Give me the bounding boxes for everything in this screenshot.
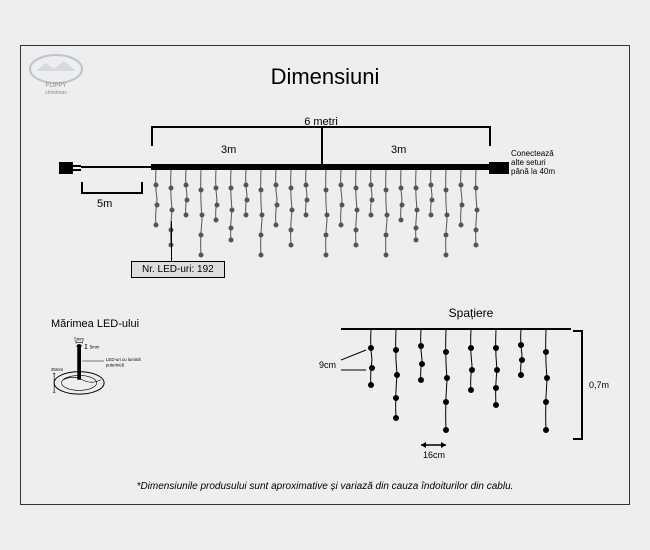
spacing-section: Spațiere 9cm 16cm bbox=[341, 306, 601, 458]
led-size-section: Mărimea LED-ului 5mm 5mm 25mm LED-uri cu… bbox=[51, 318, 231, 426]
lead-cable bbox=[81, 166, 151, 168]
height-bracket bbox=[573, 330, 583, 440]
mid-divider bbox=[321, 126, 323, 164]
spacing-height-label: 0,7m bbox=[589, 380, 609, 390]
page-title: Dimensiuni bbox=[21, 64, 629, 90]
led-desc1: LED-uri cu lumină bbox=[106, 357, 141, 362]
spacing-horiz-label: 16cm bbox=[423, 450, 445, 460]
half2-label: 3m bbox=[391, 144, 406, 156]
spacing-diagram: 9cm 16cm 0,7m bbox=[341, 328, 571, 458]
led-desc2: puternică bbox=[106, 363, 125, 368]
spacing-title: Spațiere bbox=[341, 306, 601, 320]
lead-bracket bbox=[81, 182, 143, 194]
led-count-label: Nr. LED-uri: 192 bbox=[131, 261, 225, 278]
led-top-dim: 5mm bbox=[74, 336, 84, 341]
disclaimer-text: *Dimensiunile produsului sunt aproximati… bbox=[21, 481, 629, 492]
connect-info: Conectează alte seturi până la 40m bbox=[511, 150, 586, 176]
led-drawing: 5mm 5mm 25mm LED-uri cu lumină puternică bbox=[51, 336, 151, 426]
connect-line3: până la 40m bbox=[511, 168, 586, 177]
end-connector bbox=[489, 162, 509, 174]
diagram-frame: FLIPPY christmas Dimensiuni 6 metri 3m 3… bbox=[20, 45, 630, 505]
main-dimensions-diagram: 6 metri 3m 3m 5m Conectează alte seturi … bbox=[81, 126, 571, 266]
half1-label: 3m bbox=[221, 144, 236, 156]
led-diameter-dim: 25mm bbox=[51, 367, 63, 372]
lead-length-label: 5m bbox=[97, 198, 112, 210]
svg-text:christmas: christmas bbox=[45, 90, 67, 96]
led-side-dim: 5mm bbox=[90, 345, 100, 350]
led-size-title: Mărimea LED-ului bbox=[51, 318, 231, 330]
plug-icon bbox=[59, 160, 83, 176]
spacing-vert-label: 9cm bbox=[319, 360, 336, 370]
led-count-pointer bbox=[171, 221, 172, 261]
